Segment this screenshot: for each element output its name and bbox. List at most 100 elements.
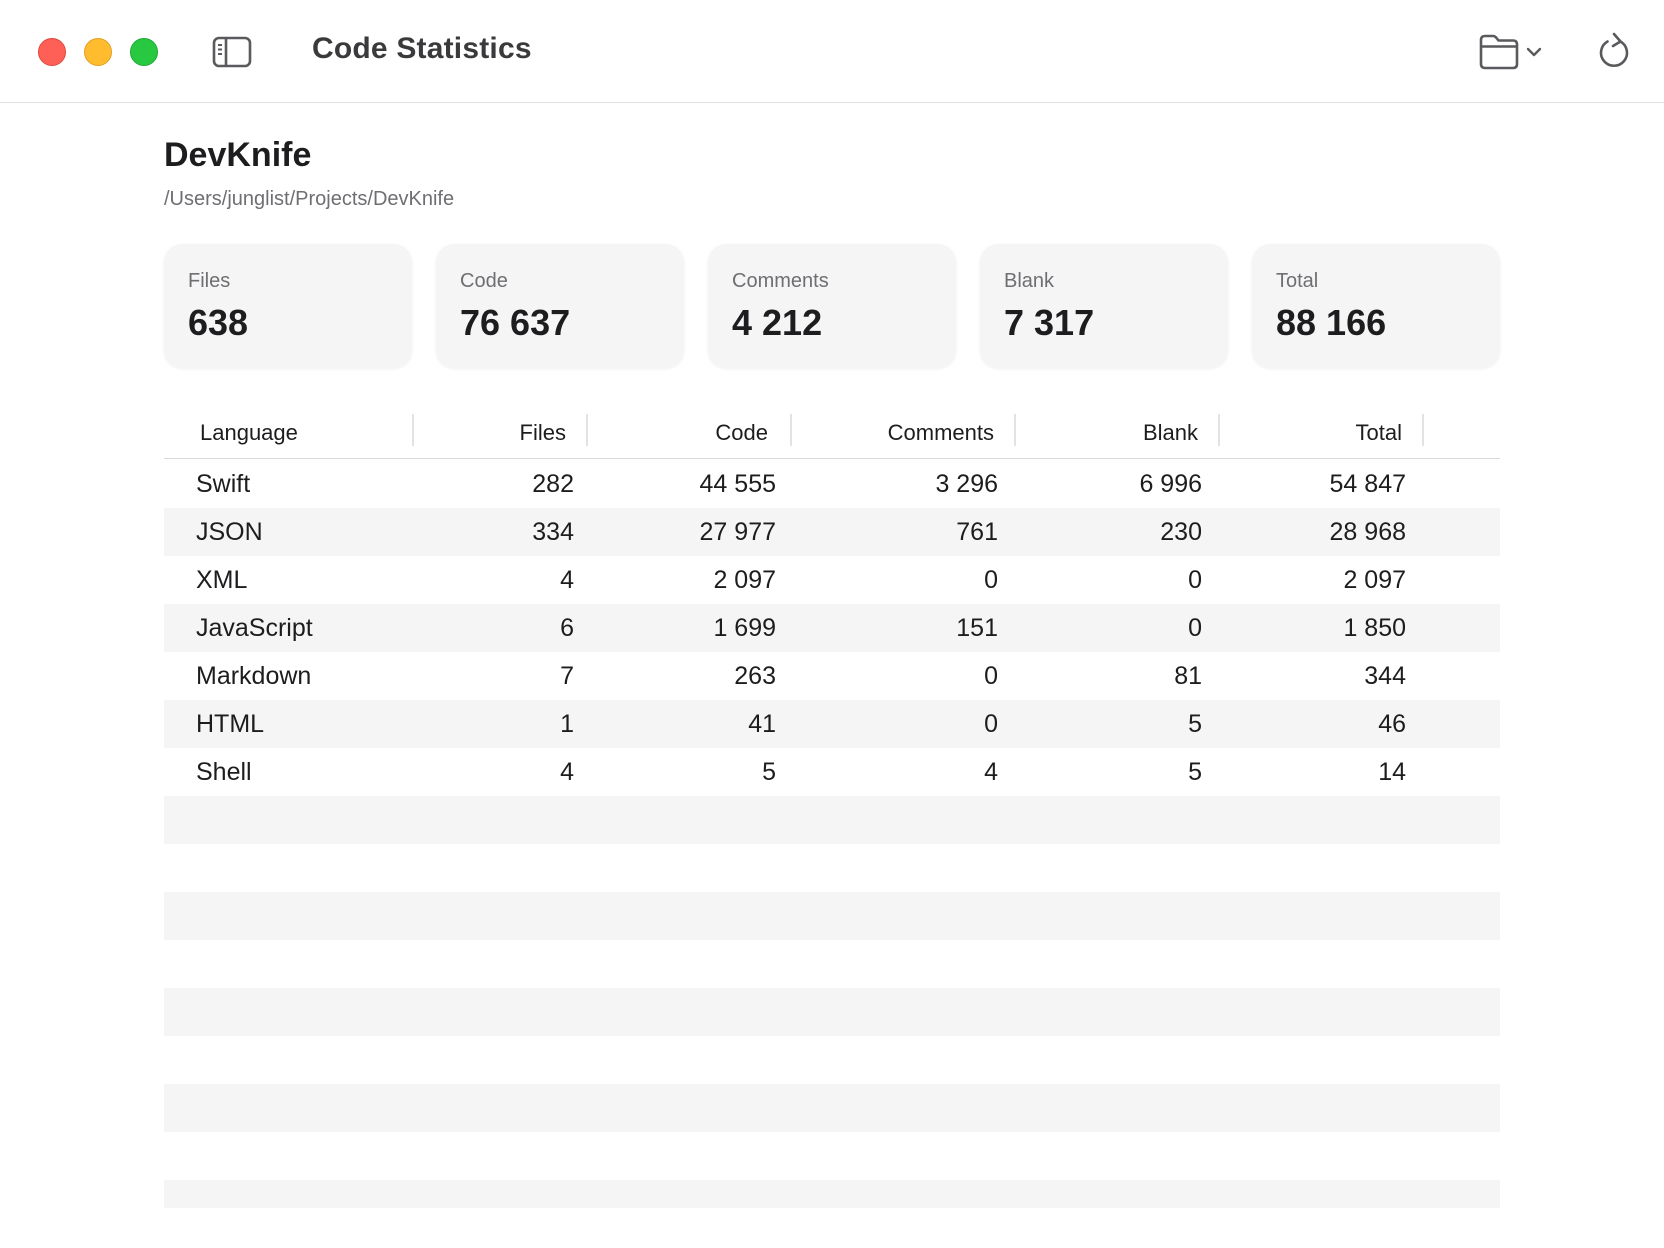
empty-row [164,988,1500,1036]
column-divider[interactable] [790,414,792,446]
cell-files: 1 [560,710,574,738]
empty-row [164,844,1500,892]
cell-code: 1 699 [713,614,776,642]
cell-comments: 151 [956,614,998,642]
summary-card-blank: Blank 7 317 [980,244,1228,368]
table-row[interactable]: Swift 282 44 555 3 296 6 996 54 847 [164,460,1500,508]
column-header-files[interactable]: Files [519,420,566,445]
empty-row [164,796,1500,844]
cell-total: 46 [1378,710,1406,738]
project-path: /Users/junglist/Projects/DevKnife [164,188,455,210]
cell-language: HTML [196,710,265,738]
table-row[interactable]: XML 4 2 097 0 0 2 097 [164,556,1500,604]
cell-total: 14 [1378,758,1406,786]
summary-card-files: Files 638 [164,244,412,368]
refresh-icon [1599,32,1629,67]
cell-files: 7 [560,662,574,690]
table-body: Swift 282 44 555 3 296 6 996 54 847 JSON… [164,459,1500,1208]
table-row[interactable]: HTML 1 41 0 5 46 [164,700,1500,748]
cell-code: 44 555 [699,470,776,498]
column-divider[interactable] [1014,414,1016,446]
sidebar-left-icon [212,36,252,68]
chevron-down-icon [1526,47,1542,57]
cell-total: 2 097 [1343,566,1406,594]
cell-files: 4 [560,758,574,786]
cell-total: 344 [1364,662,1406,690]
empty-row [164,892,1500,940]
cell-blank: 6 996 [1139,470,1202,498]
empty-row [164,1084,1500,1132]
card-label: Total [1276,270,1319,292]
cell-comments: 0 [984,662,998,690]
card-value: 638 [188,302,249,343]
empty-row [164,1180,1500,1208]
card-label: Files [188,270,231,292]
empty-row [164,1036,1500,1084]
empty-row [164,940,1500,988]
summary-cards: Files 638 Code 76 637 Comments 4 212 Bla… [164,244,1500,368]
table-row[interactable]: Markdown 7 263 0 81 344 [164,652,1500,700]
column-header-code[interactable]: Code [715,420,768,445]
cell-blank: 230 [1160,518,1202,546]
cell-language: Shell [196,758,252,786]
cell-code: 41 [748,710,776,738]
cell-code: 263 [734,662,776,690]
table-row[interactable]: Shell 4 5 4 5 14 [164,748,1500,796]
card-value: 88 166 [1276,302,1387,343]
table-row[interactable]: JSON 334 27 977 761 230 28 968 [164,508,1500,556]
column-header-comments[interactable]: Comments [887,420,994,445]
column-divider[interactable] [1218,414,1220,446]
card-label: Blank [1004,270,1055,292]
open-folder-menu-button[interactable] [1478,32,1546,72]
column-header-language[interactable]: Language [200,420,298,445]
table-row[interactable]: JavaScript 6 1 699 151 0 1 850 [164,604,1500,652]
summary-card-comments: Comments 4 212 [708,244,956,368]
cell-code: 5 [762,758,776,786]
language-stats-table: Language Files Code Comments Blank Total… [164,408,1500,1208]
cell-comments: 3 296 [935,470,998,498]
column-divider[interactable] [586,414,588,446]
summary-card-total: Total 88 166 [1252,244,1500,368]
cell-files: 282 [532,470,574,498]
card-label: Comments [732,270,829,292]
cell-blank: 5 [1188,710,1202,738]
summary-card-code: Code 76 637 [436,244,684,368]
cell-language: JSON [196,518,263,546]
cell-blank: 0 [1188,566,1202,594]
cell-total: 28 968 [1329,518,1406,546]
minimize-window-button[interactable] [84,38,112,66]
window-title: Code Statistics [312,32,532,65]
cell-comments: 0 [984,566,998,594]
column-header-blank[interactable]: Blank [1142,420,1198,445]
close-window-button[interactable] [38,38,66,66]
cell-blank: 0 [1188,614,1202,642]
card-value: 4 212 [732,302,823,343]
card-value: 7 317 [1004,302,1095,343]
cell-language: JavaScript [196,614,313,642]
empty-row [164,1132,1500,1180]
cell-total: 1 850 [1343,614,1406,642]
cell-code: 2 097 [713,566,776,594]
sidebar-toggle-button[interactable] [210,34,254,70]
title-bar: Code Statistics [0,0,1664,103]
table-header: Language Files Code Comments Blank Total [164,408,1500,459]
project-name: DevKnife [164,136,312,174]
card-label: Code [460,270,508,292]
cell-files: 334 [532,518,574,546]
cell-files: 6 [560,614,574,642]
zoom-window-button[interactable] [130,38,158,66]
cell-comments: 0 [984,710,998,738]
cell-blank: 5 [1188,758,1202,786]
column-header-total[interactable]: Total [1355,420,1402,445]
cell-comments: 761 [956,518,998,546]
cell-language: Markdown [196,662,312,690]
column-divider[interactable] [1422,414,1424,446]
folder-icon [1479,34,1519,70]
cell-comments: 4 [984,758,998,786]
column-divider[interactable] [412,414,414,446]
cell-files: 4 [560,566,574,594]
card-value: 76 637 [460,302,571,343]
cell-blank: 81 [1174,662,1202,690]
refresh-button[interactable] [1594,32,1634,72]
